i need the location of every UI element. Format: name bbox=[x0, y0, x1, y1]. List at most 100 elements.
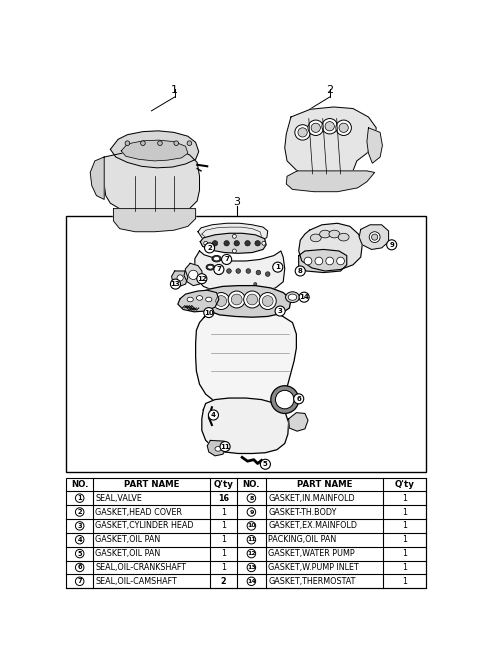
Polygon shape bbox=[113, 209, 196, 231]
Circle shape bbox=[204, 241, 208, 245]
Text: SEAL,OIL-CRANKSHAFT: SEAL,OIL-CRANKSHAFT bbox=[96, 563, 187, 572]
Circle shape bbox=[304, 257, 312, 265]
Polygon shape bbox=[286, 171, 375, 191]
Circle shape bbox=[157, 141, 162, 145]
Ellipse shape bbox=[338, 233, 349, 241]
Text: 8: 8 bbox=[249, 496, 253, 501]
Circle shape bbox=[369, 231, 380, 243]
Circle shape bbox=[75, 550, 84, 558]
Circle shape bbox=[75, 563, 84, 572]
Circle shape bbox=[177, 275, 183, 281]
Text: SEAL,VALVE: SEAL,VALVE bbox=[96, 494, 143, 503]
Text: GASKET,OIL PAN: GASKET,OIL PAN bbox=[96, 549, 161, 558]
Text: 1: 1 bbox=[221, 508, 226, 516]
Text: 1: 1 bbox=[171, 85, 178, 95]
Circle shape bbox=[325, 121, 335, 131]
Text: Q'ty: Q'ty bbox=[214, 480, 233, 489]
Text: 1: 1 bbox=[402, 577, 407, 586]
Circle shape bbox=[214, 264, 224, 274]
Circle shape bbox=[311, 123, 321, 133]
Text: 1: 1 bbox=[402, 508, 407, 516]
Circle shape bbox=[247, 508, 256, 516]
Text: PACKING,OIL PAN: PACKING,OIL PAN bbox=[268, 535, 336, 544]
Circle shape bbox=[260, 460, 270, 470]
Circle shape bbox=[339, 123, 348, 133]
Circle shape bbox=[247, 494, 256, 502]
Bar bbox=[66, 478, 426, 588]
Circle shape bbox=[141, 141, 145, 145]
Circle shape bbox=[234, 241, 240, 246]
Ellipse shape bbox=[206, 297, 212, 301]
Text: 10: 10 bbox=[247, 524, 256, 528]
Ellipse shape bbox=[187, 297, 193, 301]
Text: 2: 2 bbox=[221, 577, 227, 586]
Text: 7: 7 bbox=[77, 578, 82, 584]
Circle shape bbox=[75, 522, 84, 530]
Circle shape bbox=[75, 536, 84, 544]
Text: 1: 1 bbox=[221, 563, 226, 572]
Circle shape bbox=[247, 550, 256, 558]
Text: GASKET-TH.BODY: GASKET-TH.BODY bbox=[268, 508, 336, 516]
Text: GASKET,WATER PUMP: GASKET,WATER PUMP bbox=[268, 549, 355, 558]
Polygon shape bbox=[367, 128, 383, 163]
Ellipse shape bbox=[208, 265, 213, 269]
Text: 14: 14 bbox=[247, 579, 256, 584]
Circle shape bbox=[228, 291, 245, 308]
Polygon shape bbox=[200, 285, 291, 317]
Text: NO.: NO. bbox=[243, 480, 260, 489]
Polygon shape bbox=[90, 157, 104, 199]
Text: 2: 2 bbox=[207, 245, 212, 251]
Circle shape bbox=[174, 141, 179, 145]
Text: 11: 11 bbox=[247, 537, 256, 542]
Text: 1: 1 bbox=[221, 522, 226, 530]
Text: 1: 1 bbox=[402, 522, 407, 530]
Text: 4: 4 bbox=[211, 412, 216, 418]
Text: 9: 9 bbox=[249, 510, 253, 514]
Text: 5: 5 bbox=[263, 462, 268, 468]
Polygon shape bbox=[178, 290, 219, 311]
Polygon shape bbox=[207, 440, 227, 456]
Text: 11: 11 bbox=[220, 444, 230, 450]
Text: 7: 7 bbox=[224, 256, 229, 262]
Text: 3: 3 bbox=[233, 197, 240, 207]
Polygon shape bbox=[121, 140, 188, 161]
Circle shape bbox=[236, 269, 240, 273]
Ellipse shape bbox=[311, 234, 321, 241]
Circle shape bbox=[208, 410, 218, 420]
Circle shape bbox=[276, 390, 294, 409]
Circle shape bbox=[170, 279, 180, 289]
Text: 1: 1 bbox=[402, 494, 407, 503]
Text: 3: 3 bbox=[77, 523, 82, 529]
Circle shape bbox=[259, 293, 276, 309]
Circle shape bbox=[308, 120, 324, 135]
Polygon shape bbox=[202, 398, 288, 454]
Text: GASKET,HEAD COVER: GASKET,HEAD COVER bbox=[96, 508, 182, 516]
Circle shape bbox=[245, 241, 250, 246]
Circle shape bbox=[295, 125, 311, 140]
Circle shape bbox=[255, 241, 260, 246]
Text: 3: 3 bbox=[277, 308, 283, 314]
Text: GASKET,OIL PAN: GASKET,OIL PAN bbox=[96, 535, 161, 544]
Ellipse shape bbox=[286, 291, 300, 303]
Polygon shape bbox=[104, 150, 200, 213]
Ellipse shape bbox=[212, 255, 221, 262]
Text: 12: 12 bbox=[247, 551, 256, 556]
Text: 2: 2 bbox=[77, 509, 82, 515]
Circle shape bbox=[75, 577, 84, 586]
Circle shape bbox=[273, 262, 283, 272]
Ellipse shape bbox=[196, 295, 203, 300]
Circle shape bbox=[271, 386, 299, 414]
Text: GASKET,W.PUMP INLET: GASKET,W.PUMP INLET bbox=[268, 563, 359, 572]
Circle shape bbox=[247, 577, 256, 586]
Text: 1: 1 bbox=[276, 264, 280, 270]
Polygon shape bbox=[184, 263, 203, 285]
Circle shape bbox=[247, 522, 256, 530]
Text: 12: 12 bbox=[197, 275, 206, 281]
Text: 13: 13 bbox=[247, 565, 256, 570]
Polygon shape bbox=[195, 251, 285, 293]
Text: 1: 1 bbox=[402, 535, 407, 544]
Text: Q'ty: Q'ty bbox=[394, 480, 414, 489]
Circle shape bbox=[336, 257, 345, 265]
Circle shape bbox=[216, 295, 227, 306]
Polygon shape bbox=[288, 413, 308, 431]
